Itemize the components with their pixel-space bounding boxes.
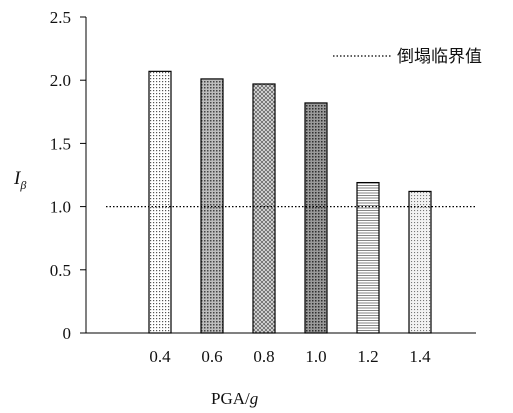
x-tick-label: 1.4 <box>409 347 431 366</box>
y-axis-title-main: I <box>13 168 22 189</box>
x-axis-title: PGA/g <box>211 389 258 408</box>
y-tick-label: 1.0 <box>50 198 71 217</box>
legend-label: 倒塌临界值 <box>397 47 482 67</box>
x-tick-label: 0.8 <box>253 347 274 366</box>
bars <box>148 70 432 334</box>
y-tick-labels: 0 0.5 1.0 1.5 2.0 2.5 <box>50 8 71 343</box>
x-axis-title-italic: g <box>250 389 259 408</box>
bar-1.4 <box>408 190 432 334</box>
bar-0.8 <box>252 83 276 334</box>
bar-0.6 <box>200 78 224 334</box>
x-axis-title-main: PGA/ <box>211 389 250 408</box>
y-tick-label: 2.0 <box>50 71 71 90</box>
bar-1.2 <box>356 181 380 334</box>
x-tick-label: 1.2 <box>357 347 378 366</box>
y-axis-title-sub: β <box>19 178 26 192</box>
x-tick-label: 1.0 <box>305 347 326 366</box>
y-ticks <box>80 16 86 334</box>
y-axis-title: Iβ <box>13 168 26 192</box>
x-tick-label: 0.6 <box>201 347 222 366</box>
legend: 倒塌临界值 <box>333 47 482 67</box>
y-tick-label: 1.5 <box>50 134 71 153</box>
bar-1.0 <box>304 102 328 334</box>
bar-0.4 <box>148 70 172 334</box>
y-tick-label: 0.5 <box>50 261 71 280</box>
y-tick-label: 2.5 <box>50 8 71 27</box>
x-tick-label: 0.4 <box>149 347 171 366</box>
y-tick-label: 0 <box>63 324 72 343</box>
x-tick-labels: 0.4 0.6 0.8 1.0 1.2 1.4 <box>149 347 431 366</box>
